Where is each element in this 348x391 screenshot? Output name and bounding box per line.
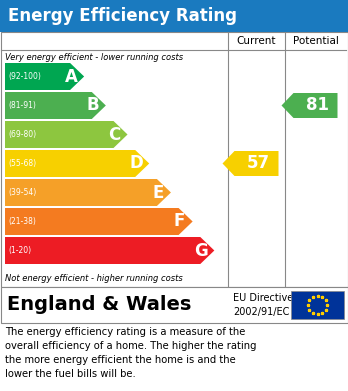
Polygon shape [5, 150, 149, 177]
Polygon shape [5, 208, 193, 235]
Text: Energy Efficiency Rating: Energy Efficiency Rating [8, 7, 237, 25]
Bar [0, 0, 348, 32]
Bar [0, 32, 348, 287]
Text: The energy efficiency rating is a measure of the
overall efficiency of a home. T: The energy efficiency rating is a measur… [5, 327, 256, 379]
Text: 81: 81 [306, 97, 329, 115]
Text: G: G [195, 242, 208, 260]
Bar [0, 287, 348, 323]
Text: (39-54): (39-54) [8, 188, 36, 197]
Text: A: A [65, 68, 78, 86]
Polygon shape [5, 237, 214, 264]
Text: (1-20): (1-20) [8, 246, 31, 255]
Text: (69-80): (69-80) [8, 130, 36, 139]
Text: D: D [129, 154, 143, 172]
Text: England & Wales: England & Wales [7, 296, 191, 314]
Polygon shape [5, 121, 127, 148]
Text: (21-38): (21-38) [8, 217, 36, 226]
Text: Very energy efficient - lower running costs: Very energy efficient - lower running co… [5, 53, 183, 62]
Text: F: F [174, 212, 185, 231]
Text: C: C [108, 126, 121, 143]
Text: B: B [87, 97, 99, 115]
Polygon shape [5, 92, 106, 119]
Text: EU Directive
2002/91/EC: EU Directive 2002/91/EC [233, 293, 293, 317]
Polygon shape [5, 63, 84, 90]
Text: Current: Current [237, 36, 276, 46]
Polygon shape [282, 93, 338, 118]
Text: Not energy efficient - higher running costs: Not energy efficient - higher running co… [5, 274, 183, 283]
Text: (92-100): (92-100) [8, 72, 41, 81]
Text: Potential: Potential [293, 36, 339, 46]
Text: 57: 57 [247, 154, 270, 172]
Text: (55-68): (55-68) [8, 159, 36, 168]
Text: E: E [152, 183, 164, 201]
Bar [291, 291, 344, 319]
Text: (81-91): (81-91) [8, 101, 36, 110]
Polygon shape [222, 151, 278, 176]
Polygon shape [5, 179, 171, 206]
